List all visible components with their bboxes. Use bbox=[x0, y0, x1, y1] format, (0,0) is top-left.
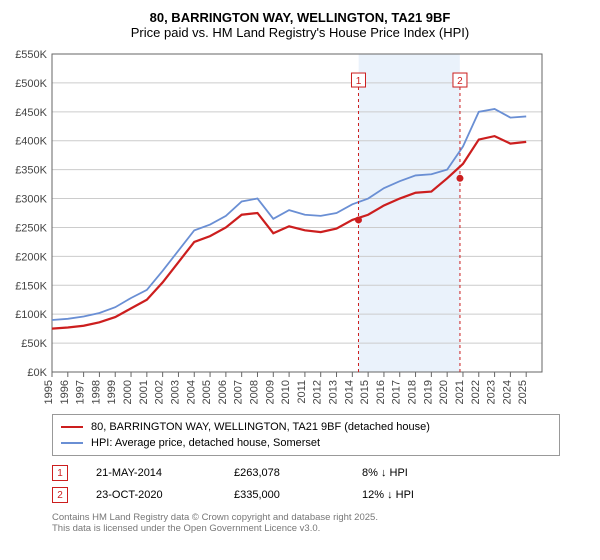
transaction-row: 1 21-MAY-2014 £263,078 8% ↓ HPI bbox=[52, 462, 590, 484]
svg-text:2005: 2005 bbox=[201, 380, 213, 404]
svg-text:2001: 2001 bbox=[138, 380, 150, 404]
transaction-row: 2 23-OCT-2020 £335,000 12% ↓ HPI bbox=[52, 484, 590, 506]
transaction-price: £335,000 bbox=[234, 489, 334, 501]
legend-swatch-2 bbox=[61, 442, 83, 444]
svg-text:£50K: £50K bbox=[21, 338, 47, 350]
chart-title-line1: 80, BARRINGTON WAY, WELLINGTON, TA21 9BF bbox=[10, 10, 590, 25]
legend-row-price-paid: 80, BARRINGTON WAY, WELLINGTON, TA21 9BF… bbox=[61, 419, 551, 435]
line-chart-svg: £0K £50K £100K £150K £200K £250K £300K £350K £40… bbox=[10, 48, 550, 408]
svg-text:1998: 1998 bbox=[90, 380, 102, 404]
svg-text:2000: 2000 bbox=[122, 380, 134, 404]
svg-text:2013: 2013 bbox=[328, 380, 340, 404]
svg-text:£350K: £350K bbox=[15, 165, 47, 177]
svg-text:1995: 1995 bbox=[43, 380, 55, 404]
svg-text:2007: 2007 bbox=[233, 380, 245, 404]
footer-attribution: Contains HM Land Registry data © Crown c… bbox=[52, 512, 590, 534]
svg-text:2022: 2022 bbox=[470, 380, 482, 404]
svg-text:£150K: £150K bbox=[15, 280, 47, 292]
svg-text:2016: 2016 bbox=[375, 380, 387, 404]
svg-text:£250K: £250K bbox=[15, 222, 47, 234]
svg-text:2008: 2008 bbox=[248, 380, 260, 404]
legend-swatch-1 bbox=[61, 426, 83, 428]
svg-text:2019: 2019 bbox=[422, 380, 434, 404]
svg-text:2009: 2009 bbox=[264, 380, 276, 404]
svg-text:£300K: £300K bbox=[15, 194, 47, 206]
svg-text:£200K: £200K bbox=[15, 251, 47, 263]
svg-text:2017: 2017 bbox=[391, 380, 403, 404]
svg-text:2004: 2004 bbox=[185, 380, 197, 404]
transaction-date: 23-OCT-2020 bbox=[96, 489, 206, 501]
svg-text:£450K: £450K bbox=[15, 107, 47, 119]
transaction-price: £263,078 bbox=[234, 467, 334, 479]
footer-line-2: This data is licensed under the Open Gov… bbox=[52, 523, 590, 534]
svg-text:2014: 2014 bbox=[343, 380, 355, 404]
svg-text:£400K: £400K bbox=[15, 136, 47, 148]
transaction-list: 1 21-MAY-2014 £263,078 8% ↓ HPI 2 23-OCT-2020… bbox=[10, 462, 590, 506]
svg-text:2003: 2003 bbox=[169, 380, 181, 404]
svg-text:2015: 2015 bbox=[359, 380, 371, 404]
svg-text:2023: 2023 bbox=[486, 380, 498, 404]
svg-text:2024: 2024 bbox=[501, 380, 513, 404]
transaction-date: 21-MAY-2014 bbox=[96, 467, 206, 479]
svg-text:2018: 2018 bbox=[407, 380, 419, 404]
svg-text:2011: 2011 bbox=[296, 380, 308, 404]
svg-text:2012: 2012 bbox=[312, 380, 324, 404]
svg-text:1997: 1997 bbox=[75, 380, 87, 404]
chart-area: £0K £50K £100K £150K £200K £250K £300K £350K £40… bbox=[10, 48, 590, 408]
svg-text:£550K: £550K bbox=[15, 49, 47, 61]
svg-text:2025: 2025 bbox=[517, 380, 529, 404]
legend-row-hpi: HPI: Average price, detached house, Some… bbox=[61, 435, 551, 451]
svg-text:1999: 1999 bbox=[106, 380, 118, 404]
svg-text:1: 1 bbox=[356, 76, 362, 87]
marker-number-box: 2 bbox=[52, 487, 68, 503]
chart-title-line2: Price paid vs. HM Land Registry's House … bbox=[10, 25, 590, 40]
svg-text:2010: 2010 bbox=[280, 380, 292, 404]
svg-text:2021: 2021 bbox=[454, 380, 466, 404]
legend-label-1: 80, BARRINGTON WAY, WELLINGTON, TA21 9BF… bbox=[91, 421, 430, 433]
svg-text:1996: 1996 bbox=[59, 380, 71, 404]
svg-text:£0K: £0K bbox=[27, 367, 47, 379]
svg-text:£100K: £100K bbox=[15, 309, 47, 321]
legend: 80, BARRINGTON WAY, WELLINGTON, TA21 9BF… bbox=[52, 414, 560, 456]
footer-line-1: Contains HM Land Registry data © Crown c… bbox=[52, 512, 590, 523]
svg-text:2020: 2020 bbox=[438, 380, 450, 404]
svg-text:£500K: £500K bbox=[15, 78, 47, 90]
svg-text:2: 2 bbox=[457, 76, 463, 87]
svg-text:2006: 2006 bbox=[217, 380, 229, 404]
svg-text:2002: 2002 bbox=[154, 380, 166, 404]
legend-label-2: HPI: Average price, detached house, Some… bbox=[91, 437, 320, 449]
transaction-delta: 12% ↓ HPI bbox=[362, 489, 414, 501]
transaction-delta: 8% ↓ HPI bbox=[362, 467, 408, 479]
marker-number-box: 1 bbox=[52, 465, 68, 481]
